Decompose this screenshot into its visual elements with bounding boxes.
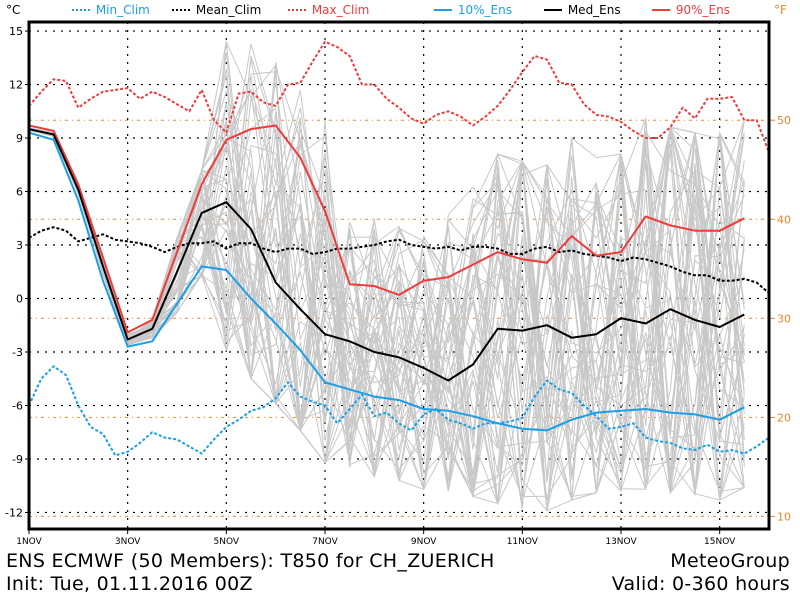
legend-label: Med_Ens <box>567 3 621 17</box>
ensemble-member-line <box>28 121 745 511</box>
legend-item-max-clim: Max_Clim <box>288 3 369 17</box>
legend-item-min-clim: Min_Clim <box>72 3 150 17</box>
ytick-label-celsius: 6 <box>16 186 23 199</box>
ensemble-member-line <box>28 129 745 490</box>
xtick-label: 7NOV <box>312 537 338 547</box>
ensemble-member-line <box>28 118 745 501</box>
ensemble-member-line <box>28 127 745 512</box>
xtick-label: 15NOV <box>704 537 736 547</box>
unit-fahrenheit-label: °F <box>774 3 787 17</box>
xtick-label: 1NOV <box>16 537 42 547</box>
ensemble-member-line <box>28 128 745 501</box>
legend-swatch-solid-icon <box>544 9 562 11</box>
series-line-min-clim <box>28 365 770 457</box>
legend-swatch-dotted-icon <box>288 9 306 11</box>
ensemble-member-line <box>28 67 745 488</box>
ytick-label-celsius: -9 <box>12 453 23 466</box>
legend-item-90pct-ens: 90%_Ens <box>652 3 730 17</box>
series-line-max-clim <box>28 40 770 153</box>
legend-label: 90%_Ens <box>675 3 730 17</box>
legend-item-10pct-ens: 10%_Ens <box>434 3 512 17</box>
ytick-label-celsius: -3 <box>12 346 23 359</box>
ensemble-member-line <box>28 71 745 503</box>
ensemble-member-line <box>28 127 745 490</box>
provider-label: MeteoGroup <box>670 550 790 572</box>
ensemble-members <box>28 40 745 512</box>
ytick-label-fahrenheit: 50 <box>777 114 791 127</box>
ensemble-member-line <box>28 40 745 460</box>
ensemble-member-line <box>28 62 745 499</box>
series-line-10-ens <box>28 131 745 432</box>
ytick-label-celsius: 9 <box>16 132 23 145</box>
plot-border <box>27 20 771 531</box>
legend-swatch-dotted-icon <box>72 9 90 11</box>
ytick-label-celsius: -6 <box>12 399 23 412</box>
legend-item-mean-clim: Mean_Clim <box>172 3 261 17</box>
ensemble-member-line <box>28 117 745 501</box>
ytick-label-fahrenheit: 30 <box>777 312 791 325</box>
legend-label: Max_Clim <box>311 3 370 17</box>
ytick-label-fahrenheit: 10 <box>777 510 791 523</box>
valid-range: Valid: 0-360 hours <box>611 573 790 595</box>
xtick-label: 5NOV <box>214 537 240 547</box>
ensemble-member-line <box>28 127 745 490</box>
ytick-label-celsius: -12 <box>5 506 23 519</box>
init-time: Init: Tue, 01.11.2016 00Z <box>6 573 253 595</box>
legend-swatch-solid-icon <box>434 9 452 11</box>
ytick-label-celsius: 12 <box>9 79 23 92</box>
ytick-label-celsius: 0 <box>16 293 23 306</box>
ytick-label-celsius: 15 <box>9 25 23 38</box>
chart-title: ENS ECMWF (50 Members): T850 for CH_ZUER… <box>6 550 495 572</box>
legend-label: 10%_Ens <box>457 3 512 17</box>
ytick-label-fahrenheit: 20 <box>777 411 791 424</box>
series-layer <box>28 40 770 457</box>
legend-item-med-ens: Med_Ens <box>544 3 621 17</box>
ytick-label-celsius: 3 <box>16 239 23 252</box>
legend-label: Mean_Clim <box>195 3 262 17</box>
series-line-90-ens <box>28 124 745 334</box>
ensemble-member-line <box>28 120 745 504</box>
xtick-label: 9NOV <box>411 537 437 547</box>
unit-celsius-label: °C <box>6 3 21 17</box>
xtick-label: 3NOV <box>115 537 141 547</box>
xtick-label: 11NOV <box>507 537 539 547</box>
legend-swatch-dotted-icon <box>172 9 190 11</box>
legend-label: Min_Clim <box>95 3 150 17</box>
ytick-label-fahrenheit: 40 <box>777 213 791 226</box>
series-line-mean-clim <box>28 226 770 294</box>
plot-frame <box>25 20 775 534</box>
legend-swatch-solid-icon <box>652 9 670 11</box>
series-line-med-ens <box>28 128 745 382</box>
xtick-label: 13NOV <box>605 537 637 547</box>
